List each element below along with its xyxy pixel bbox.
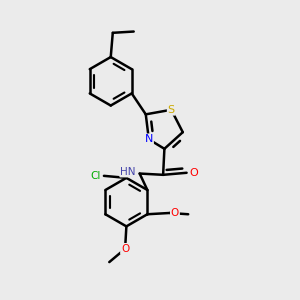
Text: S: S [168,105,175,115]
Text: Cl: Cl [91,171,101,181]
Text: O: O [121,244,129,254]
Text: O: O [171,208,179,218]
Text: HN: HN [120,167,136,177]
Text: O: O [190,168,198,178]
Text: N: N [145,134,153,144]
